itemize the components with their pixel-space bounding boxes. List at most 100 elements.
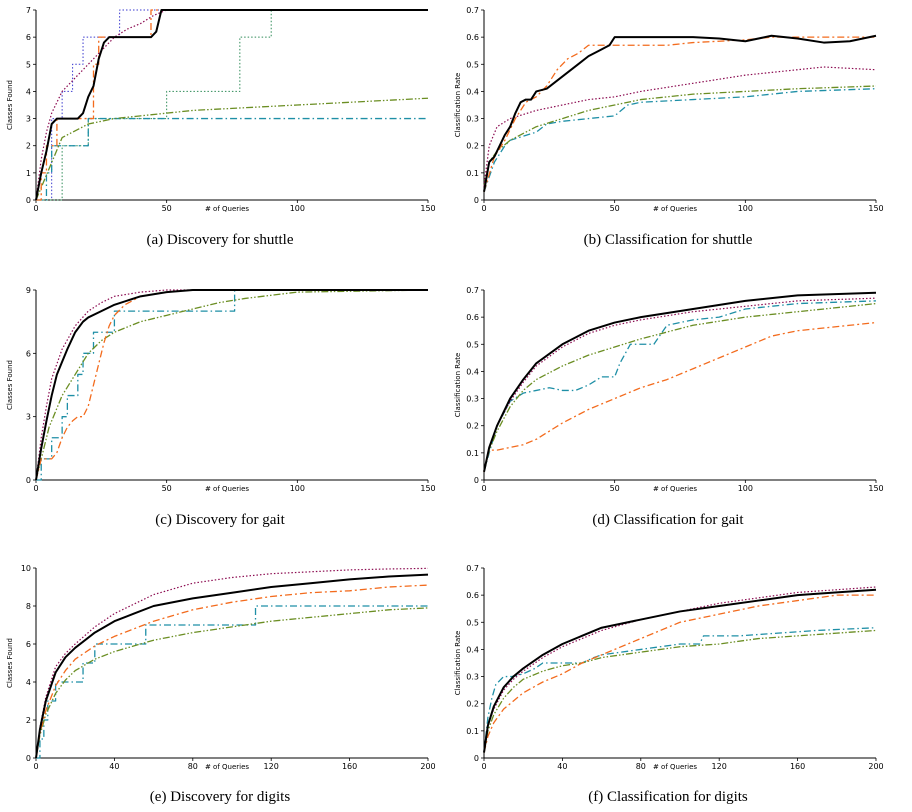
series-line-2 — [483, 321, 877, 473]
x-tick-label: 100 — [738, 204, 753, 213]
axes: 0 40 80 120 160 200 0 2 4 6 8 10 — [21, 564, 436, 771]
chart-discovery-gait: 0 50 100 150 0 3 6 9 # of Queries Classes Found — [6, 286, 436, 493]
y-tick-label: 0.2 — [466, 142, 479, 151]
y-tick-label: 0.5 — [466, 60, 479, 69]
y-tick-label: 0.1 — [466, 169, 479, 178]
x-tick-label: 150 — [420, 484, 435, 493]
y-axis-label: Classes Found — [6, 638, 14, 688]
y-tick-label: 1 — [26, 169, 31, 178]
x-tick-label: 150 — [868, 204, 883, 213]
chart-discovery-shuttle: 0 50 100 150 0 1 2 3 4 5 6 7 # of Queries Classes Fou… — [6, 6, 436, 213]
x-tick-label: 0 — [481, 204, 486, 213]
y-tick-label: 10 — [21, 564, 31, 573]
series-line-5 — [36, 117, 428, 201]
y-tick-label: 0.6 — [466, 591, 479, 600]
series-line-7 — [36, 9, 428, 201]
y-tick-label: 3 — [26, 413, 31, 422]
x-axis-label: # of Queries — [653, 205, 697, 213]
y-tick-label: 8 — [26, 602, 31, 611]
y-tick-label: 0.4 — [466, 87, 479, 96]
y-tick-label: 0.7 — [466, 6, 479, 15]
series-line-2 — [35, 289, 428, 481]
series-line-4 — [35, 97, 429, 201]
y-tick-label: 3 — [26, 115, 31, 124]
y-tick-label: 0.3 — [466, 395, 479, 404]
x-tick-label: 150 — [868, 484, 883, 493]
x-axis-label: # of Queries — [205, 763, 249, 771]
x-tick-label: 160 — [790, 762, 805, 771]
x-tick-label: 50 — [162, 484, 172, 493]
series-line-2 — [36, 9, 428, 201]
x-tick-label: 150 — [420, 204, 435, 213]
series-line-5 — [483, 88, 877, 193]
chart-classification-shuttle: 0 50 100 150 0 0.1 0.2 0.3 0.4 0.5 0.6 0.7 # of Quer… — [454, 6, 884, 213]
series-line-3 — [483, 66, 877, 187]
y-tick-label: 4 — [26, 87, 31, 96]
chart-caption: (b) Classification for shuttle — [583, 232, 753, 248]
chart-caption: (c) Discovery for gait — [155, 512, 285, 528]
y-tick-label: 7 — [26, 6, 31, 15]
x-tick-label: 0 — [33, 762, 38, 771]
y-tick-label: 0.2 — [466, 422, 479, 431]
chart-classification-digits: 0 40 80 120 160 200 0 0.1 0.2 0.3 0.4 0.5 0.6 0.7 # of… — [454, 564, 884, 771]
y-axis-label: Classes Found — [6, 360, 14, 410]
series-line-3 — [483, 297, 877, 472]
series-line-5 — [36, 605, 428, 759]
x-tick-label: 80 — [636, 762, 646, 771]
y-tick-label: 0 — [26, 754, 31, 763]
x-tick-label: 200 — [420, 762, 435, 771]
series-line-1 — [35, 289, 428, 481]
x-tick-label: 0 — [481, 484, 486, 493]
y-tick-label: 6 — [26, 33, 31, 42]
axes: 0 50 100 150 0 3 6 9 — [26, 286, 436, 493]
series-line-4 — [35, 289, 429, 481]
y-axis-label: Classification Rate — [454, 353, 462, 418]
y-tick-label: 0 — [26, 196, 31, 205]
y-tick-label: 0.4 — [466, 645, 479, 654]
y-axis-label: Classes Found — [6, 80, 14, 130]
y-axis-label: Classification Rate — [454, 631, 462, 696]
y-tick-label: 0.7 — [466, 564, 479, 573]
x-tick-label: 100 — [738, 484, 753, 493]
x-axis-label: # of Queries — [205, 205, 249, 213]
y-tick-label: 0.5 — [466, 340, 479, 349]
series-line-5 — [483, 627, 877, 753]
y-tick-label: 0.1 — [466, 449, 479, 458]
y-tick-label: 2 — [26, 142, 31, 151]
y-tick-label: 0 — [474, 196, 479, 205]
y-tick-label: 2 — [26, 716, 31, 725]
chart-caption: (d) Classification for gait — [592, 512, 744, 528]
x-tick-label: 40 — [109, 762, 119, 771]
y-tick-label: 0.1 — [466, 727, 479, 736]
x-tick-label: 0 — [33, 484, 38, 493]
x-axis-label: # of Queries — [653, 763, 697, 771]
series-line-3 — [35, 9, 428, 201]
chart-panel-a: 0 50 100 150 0 1 2 3 4 5 6 7 # of Queries Classes Fou… — [0, 0, 440, 255]
series-line-2 — [35, 584, 429, 759]
series-line-1 — [483, 34, 877, 193]
y-tick-label: 0 — [26, 476, 31, 485]
axes: 0 50 100 150 0 0.1 0.2 0.3 0.4 0.5 0.6 0.7 — [466, 286, 883, 493]
y-tick-label: 0 — [474, 476, 479, 485]
x-tick-label: 120 — [264, 762, 279, 771]
chart-discovery-digits: 0 40 80 120 160 200 0 2 4 6 8 10 # of Queries Classes… — [6, 564, 436, 771]
x-tick-label: 50 — [610, 484, 620, 493]
chart-classification-gait: 0 50 100 150 0 0.1 0.2 0.3 0.4 0.5 0.6 0.7 # of Quer… — [454, 286, 884, 493]
y-tick-label: 0.5 — [466, 618, 479, 627]
x-tick-label: 100 — [290, 484, 305, 493]
series-line-1 — [483, 588, 877, 753]
axes: 0 40 80 120 160 200 0 0.1 0.2 0.3 0.4 0.5 0.6 0.7 — [466, 564, 883, 771]
y-tick-label: 0 — [474, 754, 479, 763]
x-tick-label: 80 — [188, 762, 198, 771]
chart-panel-c: 0 50 100 150 0 3 6 9 # of Queries Classes Found (… — [0, 280, 440, 535]
axes: 0 50 100 150 0 1 2 3 4 5 6 7 — [26, 6, 436, 213]
series-line-4 — [483, 302, 877, 473]
series-line-1 — [35, 573, 429, 759]
x-tick-label: 0 — [481, 762, 486, 771]
series-line-4 — [483, 629, 877, 753]
x-tick-label: 50 — [162, 204, 172, 213]
series-line-2 — [483, 36, 876, 193]
y-tick-label: 6 — [26, 640, 31, 649]
series-line-1 — [35, 9, 428, 201]
series-line-2 — [483, 594, 876, 753]
